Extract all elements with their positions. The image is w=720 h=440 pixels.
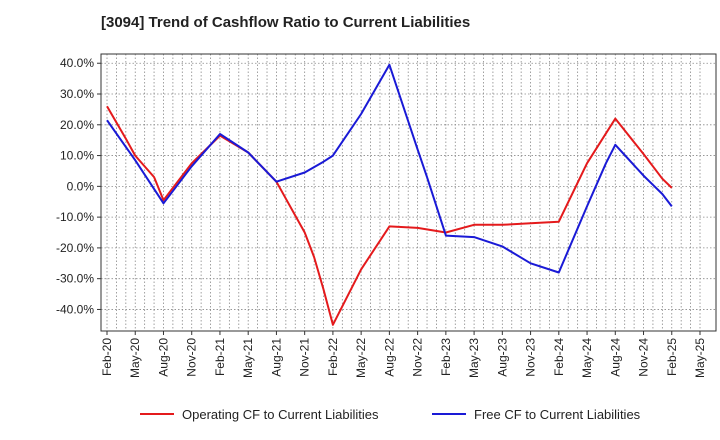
series-layer [106, 63, 673, 326]
x-tick-label: Nov-20 [185, 338, 199, 377]
x-tick-label: Aug-20 [156, 338, 170, 377]
y-tick-label: 0.0% [67, 179, 95, 193]
y-tick-label: -30.0% [56, 272, 94, 286]
x-axis: Feb-20 May-20 Aug-20 Nov-20 Feb-21 May-21 Aug-… [100, 331, 707, 378]
chart-title: [3094] Trend of Cashflow Ratio to Curren… [101, 14, 471, 31]
x-tick-label: Feb-25 [665, 338, 679, 376]
x-tick-label: Nov-22 [411, 338, 425, 377]
x-tick-label: May-21 [241, 338, 255, 378]
x-tick-label: Feb-20 [100, 338, 114, 376]
y-tick-label: 20.0% [60, 118, 94, 132]
x-tick-label: May-22 [354, 338, 368, 378]
series-line-2 [106, 63, 673, 274]
y-tick-label: -20.0% [56, 241, 94, 255]
x-tick-label: Aug-21 [269, 338, 283, 377]
x-tick-label: Feb-23 [439, 338, 453, 376]
y-tick-label: 10.0% [60, 149, 94, 163]
legend: Operating CF to Current Liabilities Free … [140, 407, 641, 422]
y-tick-label: -40.0% [56, 302, 94, 316]
x-tick-label: Feb-24 [552, 338, 566, 376]
x-tick-label: Feb-22 [326, 338, 340, 376]
x-tick-label: May-20 [128, 338, 142, 378]
x-tick-label: Aug-22 [382, 338, 396, 377]
series-line-1 [106, 105, 673, 326]
x-tick-label: May-25 [693, 338, 707, 378]
x-tick-label: Nov-21 [298, 338, 312, 377]
legend-label-2: Free CF to Current Liabilities [474, 407, 641, 422]
x-tick-label: Nov-24 [637, 338, 651, 377]
x-tick-label: May-23 [467, 338, 481, 378]
legend-label-1: Operating CF to Current Liabilities [182, 407, 379, 422]
y-axis: 40.0% 30.0% 20.0% 10.0% 0.0% -10.0% -20.0% -30.… [56, 56, 101, 316]
x-tick-label: Feb-21 [213, 338, 227, 376]
x-tick-label: Aug-24 [608, 338, 622, 377]
x-tick-label: May-24 [580, 338, 594, 378]
y-tick-label: -10.0% [56, 210, 94, 224]
y-tick-label: 30.0% [60, 87, 94, 101]
x-tick-label: Nov-23 [524, 338, 538, 377]
y-tick-label: 40.0% [60, 56, 94, 70]
grid-layer [101, 54, 716, 331]
x-tick-label: Aug-23 [495, 338, 509, 377]
plot-frame [100, 53, 717, 332]
